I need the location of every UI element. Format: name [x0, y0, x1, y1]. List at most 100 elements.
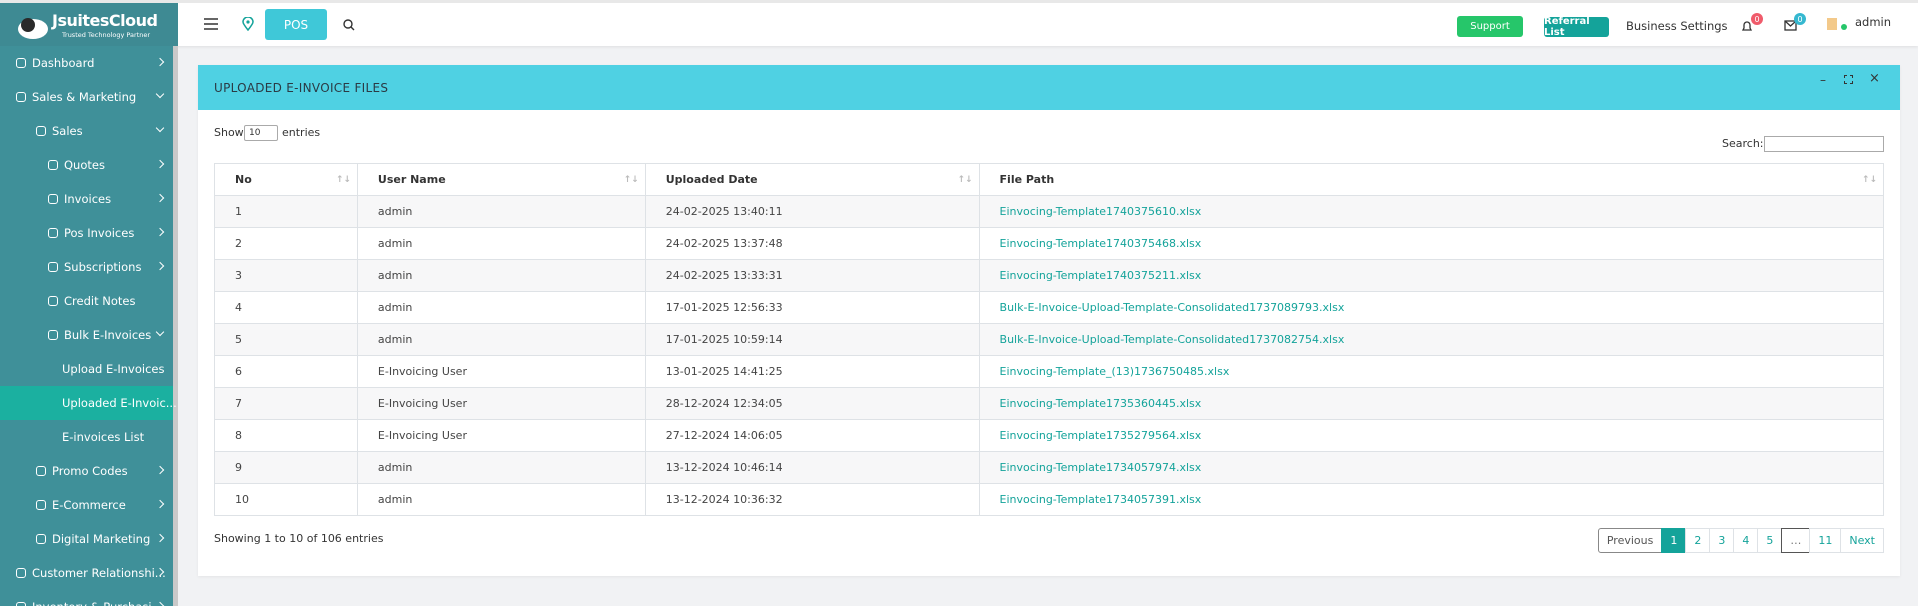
sidebar-item[interactable]: Customer Relationshi... — [0, 556, 173, 590]
sidebar-item[interactable]: Digital Marketing — [0, 522, 173, 556]
sidebar-item[interactable]: Promo Codes — [0, 454, 173, 488]
file-link[interactable]: Einvocing-Template1734057391.xlsx — [999, 493, 1202, 506]
show-label: Show — [214, 126, 244, 139]
cell-text: 13-01-2025 14:41:25 — [665, 365, 783, 378]
page-button[interactable]: 1 — [1661, 528, 1687, 553]
cell-text: 7 — [235, 397, 242, 410]
sidebar-item[interactable]: Invoices — [0, 182, 173, 216]
sidebar-item[interactable]: Sales — [0, 114, 173, 148]
cell-text: 6 — [235, 365, 242, 378]
cell-text: 13-12-2024 10:36:32 — [665, 493, 783, 506]
file-link[interactable]: Bulk-E-Invoice-Upload-Template-Consolida… — [999, 333, 1345, 346]
column-header[interactable]: User Name ↑↓ — [356, 163, 646, 196]
file-link[interactable]: Einvocing-Template1740375610.xlsx — [999, 205, 1202, 218]
bell-icon[interactable] — [1741, 20, 1753, 32]
cell-text: admin — [377, 269, 413, 282]
page-button[interactable]: 5 — [1757, 528, 1783, 553]
table-row: 7 E-Invoicing User 28-12-2024 12:34:05 Einv… — [214, 387, 1885, 420]
sidebar-item[interactable]: Quotes — [0, 148, 173, 182]
sidebar-item[interactable]: Bulk E-Invoices — [0, 318, 173, 352]
logo[interactable]: JsuitesCloud Trusted Technology Partner — [0, 3, 178, 49]
file-link[interactable]: Einvocing-Template1735360445.xlsx — [999, 397, 1202, 410]
chevron — [155, 89, 165, 99]
column-header[interactable]: File Path ↑↓ — [978, 163, 1885, 196]
column-title: Uploaded Date — [665, 173, 758, 186]
mail-icon[interactable] — [1784, 20, 1797, 31]
column-header[interactable]: Uploaded Date ↑↓ — [644, 163, 980, 196]
chevron — [155, 227, 165, 237]
table-cell: admin — [356, 259, 646, 292]
sidebar-item[interactable]: Uploaded E-Invoic... — [0, 386, 177, 420]
sidebar-icon — [36, 534, 46, 544]
sidebar-item[interactable]: Upload E-Invoices — [0, 352, 173, 386]
business-settings[interactable]: Business Settings — [1626, 19, 1728, 33]
cell-text: 1 — [235, 205, 242, 218]
file-link[interactable]: Einvocing-Template1735279564.xlsx — [999, 429, 1202, 442]
user-name[interactable]: admin — [1855, 15, 1892, 29]
pos-button[interactable]: POS — [265, 9, 327, 40]
file-link[interactable]: Bulk-E-Invoice-Upload-Template-Consolida… — [999, 301, 1345, 314]
table-row: 5 admin 17-01-2025 10:59:14 Bulk-E-Invoice-… — [214, 323, 1885, 356]
column-header[interactable]: No ↑↓ — [214, 163, 358, 196]
support-button[interactable]: Support — [1457, 16, 1523, 37]
sidebar-item[interactable]: E-invoices List — [0, 420, 173, 454]
file-link[interactable]: Einvocing-Template1740375468.xlsx — [999, 237, 1202, 250]
header-row: No ↑↓ User Name ↑↓ Uploaded Date ↑↓ File Path ↑… — [214, 163, 1885, 196]
sidebar-label: Subscriptions — [64, 260, 142, 274]
search-icon[interactable] — [343, 19, 355, 31]
sidebar-item[interactable]: Pos Invoices — [0, 216, 173, 250]
sidebar-icon — [48, 194, 58, 204]
sidebar-item[interactable]: Credit Notes — [0, 284, 173, 318]
menu-icon[interactable] — [204, 18, 218, 30]
page-button[interactable]: Previous — [1597, 528, 1663, 553]
sidebar-item[interactable]: Subscriptions — [0, 250, 173, 284]
table-cell: 17-01-2025 10:59:14 — [644, 323, 980, 356]
cell-text: 17-01-2025 10:59:14 — [665, 333, 783, 346]
page-button[interactable]: 3 — [1709, 528, 1735, 553]
sidebar-item[interactable]: Inventory & Purchasi... — [0, 590, 173, 606]
sidebar-label: E-Commerce — [52, 498, 126, 512]
sort-icon: ↑↓ — [335, 175, 351, 185]
table-row: 9 admin 13-12-2024 10:46:14 Einvocing-Templ… — [214, 451, 1885, 484]
chevron — [155, 261, 165, 271]
page-button[interactable]: … — [1781, 528, 1811, 553]
referral-button[interactable]: Referral List — [1544, 16, 1609, 38]
minimize[interactable]: – — [1820, 73, 1826, 87]
sidebar-icon — [36, 466, 46, 476]
cell-text: E-Invoicing User — [377, 429, 467, 442]
location-icon[interactable] — [242, 17, 254, 31]
chevron — [155, 533, 165, 543]
cell-text: admin — [377, 333, 413, 346]
page-button[interactable]: Next — [1840, 528, 1884, 553]
table-cell: 24-02-2025 13:33:31 — [644, 259, 980, 292]
page-button[interactable]: 4 — [1733, 528, 1759, 553]
close[interactable]: × — [1869, 71, 1880, 86]
search-input[interactable] — [1764, 136, 1884, 152]
sidebar-label: Customer Relationshi... — [32, 566, 166, 580]
chevron — [155, 327, 165, 337]
table-cell: 4 — [214, 291, 358, 324]
pagination: Previous 1 2 3 4 5… 11 Next — [1597, 528, 1884, 553]
entries-select[interactable]: 10 — [244, 125, 278, 141]
page-button[interactable]: 2 — [1685, 528, 1711, 553]
table-cell: 24-02-2025 13:40:11 — [644, 195, 980, 228]
file-link[interactable]: Einvocing-Template1740375211.xlsx — [999, 269, 1202, 282]
avatar[interactable] — [1827, 18, 1847, 32]
sidebar-label: Pos Invoices — [64, 226, 135, 240]
table-cell: 1 — [214, 195, 358, 228]
sidebar: Dashboard Sales & Marketing Sales Quotes Inv… — [0, 46, 178, 606]
table-cell: 7 — [214, 387, 358, 420]
table-cell: 3 — [214, 259, 358, 292]
file-link[interactable]: Einvocing-Template_(13)1736750485.xlsx — [999, 365, 1230, 378]
sidebar-label: Credit Notes — [64, 294, 136, 308]
sidebar-item[interactable]: E-Commerce — [0, 488, 173, 522]
sidebar-icon — [16, 92, 26, 102]
maximize[interactable] — [1844, 75, 1853, 84]
page-button[interactable]: 11 — [1809, 528, 1842, 553]
sidebar-icon — [48, 330, 58, 340]
sidebar-item[interactable]: Sales & Marketing — [0, 80, 173, 114]
table-cell: 13-12-2024 10:46:14 — [644, 451, 980, 484]
sidebar-item[interactable]: Dashboard — [0, 46, 173, 80]
logo-name: JsuitesCloud — [52, 11, 158, 30]
file-link[interactable]: Einvocing-Template1734057974.xlsx — [999, 461, 1202, 474]
